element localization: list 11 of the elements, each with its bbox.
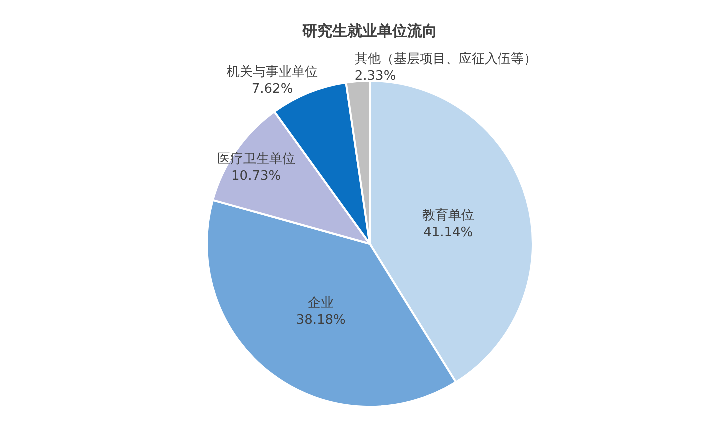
data-label: 41.14% — [424, 226, 474, 241]
slice-label: 企业 — [308, 296, 334, 312]
slice-label: 其他（基层项目、应征入伍等） — [354, 51, 537, 68]
slice-label: 机关与事业单位 — [227, 64, 318, 80]
data-label: 7.62% — [252, 82, 294, 97]
slice-label: 医疗卫生单位 — [217, 152, 296, 167]
data-label: 38.18% — [296, 313, 346, 328]
data-label: 2.33% — [354, 69, 396, 84]
slice-label: 教育单位 — [422, 208, 474, 224]
data-label: 10.73% — [232, 168, 282, 184]
chart-title: 研究生就业单位流向 — [302, 22, 438, 40]
